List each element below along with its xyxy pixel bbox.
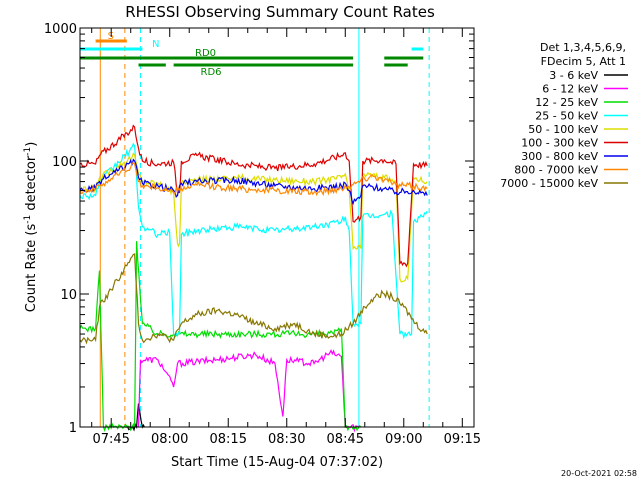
plot-content: SNRD0RD6	[79, 28, 430, 433]
chart-title: RHESSI Observing Summary Count Rates	[125, 3, 435, 21]
x-tick-label-1: 08:00	[151, 432, 188, 447]
series-line-25-50-kev	[79, 142, 428, 340]
x-tick-label-6: 09:15	[444, 432, 481, 447]
legend-label-25-50-kev: 25 - 50 keV	[535, 110, 598, 123]
y-tick-label-0: 1	[69, 421, 77, 436]
series-line-800-7000-kev	[79, 162, 428, 197]
x-axis-label: Start Time (15-Aug-04 07:37:02)	[171, 455, 383, 470]
legend-label-3-6-kev: 3 - 6 keV	[549, 69, 598, 82]
x-tick-label-4: 08:45	[327, 432, 364, 447]
flag-label-n: N	[152, 39, 159, 50]
legend: Det 1,3,4,5,6,9, FDecim 5, Att 1 3 - 6 k…	[500, 41, 628, 190]
x-tick-label-5: 09:00	[385, 432, 422, 447]
legend-header-detectors: Det 1,3,4,5,6,9,	[540, 41, 626, 54]
timestamp-label: 20-Oct-2021 02:58	[561, 469, 637, 478]
x-axis: 07:45 08:00 08:15 08:30 08:45 09:00 09:15	[91, 28, 481, 447]
legend-label-7000-15000-kev: 7000 - 15000 keV	[500, 177, 598, 190]
legend-label-6-12-kev: 6 - 12 keV	[542, 83, 598, 96]
flag-label-rd6: RD6	[201, 67, 222, 78]
legend-label-50-100-kev: 50 - 100 keV	[528, 123, 598, 136]
legend-label-300-800-kev: 300 - 800 keV	[521, 150, 598, 163]
series-line-7000-15000-kev	[79, 253, 428, 345]
legend-label-12-25-kev: 12 - 25 keV	[535, 96, 598, 109]
y-axis: 1 10 100 1000	[44, 22, 474, 436]
y-axis-label: Count Rate (s-1 detector-1)	[23, 142, 39, 313]
x-tick-label-0: 07:45	[92, 432, 129, 447]
series-line-6-12-kev	[137, 349, 362, 433]
y-tick-label-3: 1000	[44, 22, 77, 37]
flag-label-rd0: RD0	[195, 48, 216, 59]
legend-label-800-7000-kev: 800 - 7000 keV	[514, 164, 598, 177]
legend-header-decim: FDecim 5, Att 1	[541, 55, 626, 68]
series-line-300-800-kev	[79, 158, 428, 206]
plot-frame	[79, 27, 475, 428]
series-line-100-300-kev	[79, 124, 428, 268]
legend-label-100-300-kev: 100 - 300 keV	[521, 137, 598, 150]
x-tick-label-3: 08:30	[268, 432, 305, 447]
series-line-50-100-kev	[79, 152, 428, 283]
y-tick-label-1: 10	[60, 288, 77, 303]
series-line-3-6-kev	[124, 403, 145, 432]
x-tick-label-2: 08:15	[210, 432, 247, 447]
y-tick-label-2: 100	[52, 155, 77, 170]
